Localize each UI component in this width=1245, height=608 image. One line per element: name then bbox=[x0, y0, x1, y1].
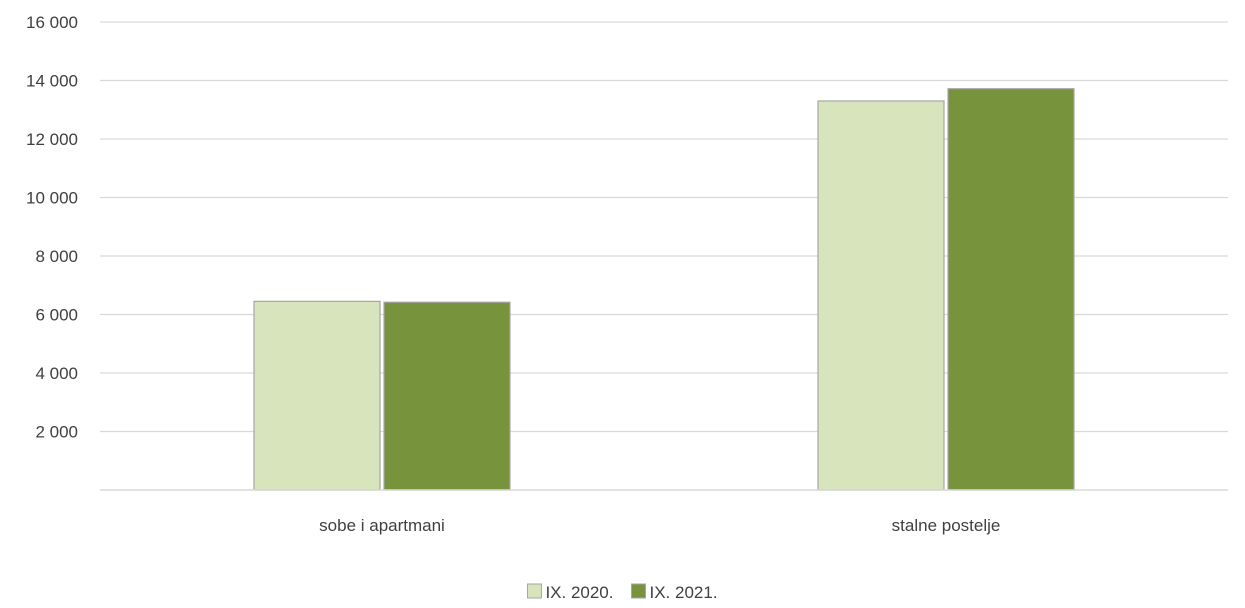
y-tick-label: 10 000 bbox=[26, 189, 78, 208]
y-axis-ticks: 2 000 4 000 6 000 8 000 10 000 12 000 14 000 16… bbox=[26, 13, 78, 442]
x-axis-categories: sobe i apartmani stalne postelje bbox=[319, 516, 1000, 535]
legend-swatch bbox=[631, 583, 646, 599]
bar-2-series-1 bbox=[817, 100, 945, 491]
y-tick-label: 14 000 bbox=[26, 72, 78, 91]
x-category-label: sobe i apartmani bbox=[319, 516, 445, 535]
legend-swatch bbox=[526, 583, 542, 599]
y-tick-label: 6 000 bbox=[35, 306, 78, 325]
legend-item-2: IX. 2021. bbox=[631, 583, 718, 602]
legend: IX. 2020. IX. 2021. bbox=[526, 583, 718, 602]
y-tick-label: 8 000 bbox=[35, 247, 78, 266]
bar-2-series-2 bbox=[947, 88, 1075, 491]
bars bbox=[253, 88, 1075, 491]
legend-label: IX. 2021. bbox=[650, 583, 718, 602]
y-tick-label: 12 000 bbox=[26, 130, 78, 149]
y-tick-label: 4 000 bbox=[35, 364, 78, 383]
legend-item-1: IX. 2020. bbox=[526, 583, 614, 602]
y-tick-label: 2 000 bbox=[35, 423, 78, 442]
bar-1-series-2 bbox=[383, 301, 511, 491]
y-tick-label: 16 000 bbox=[26, 13, 78, 32]
bar-1-series-1 bbox=[253, 300, 381, 491]
legend-label: IX. 2020. bbox=[545, 583, 613, 602]
x-category-label: stalne postelje bbox=[892, 516, 1001, 535]
